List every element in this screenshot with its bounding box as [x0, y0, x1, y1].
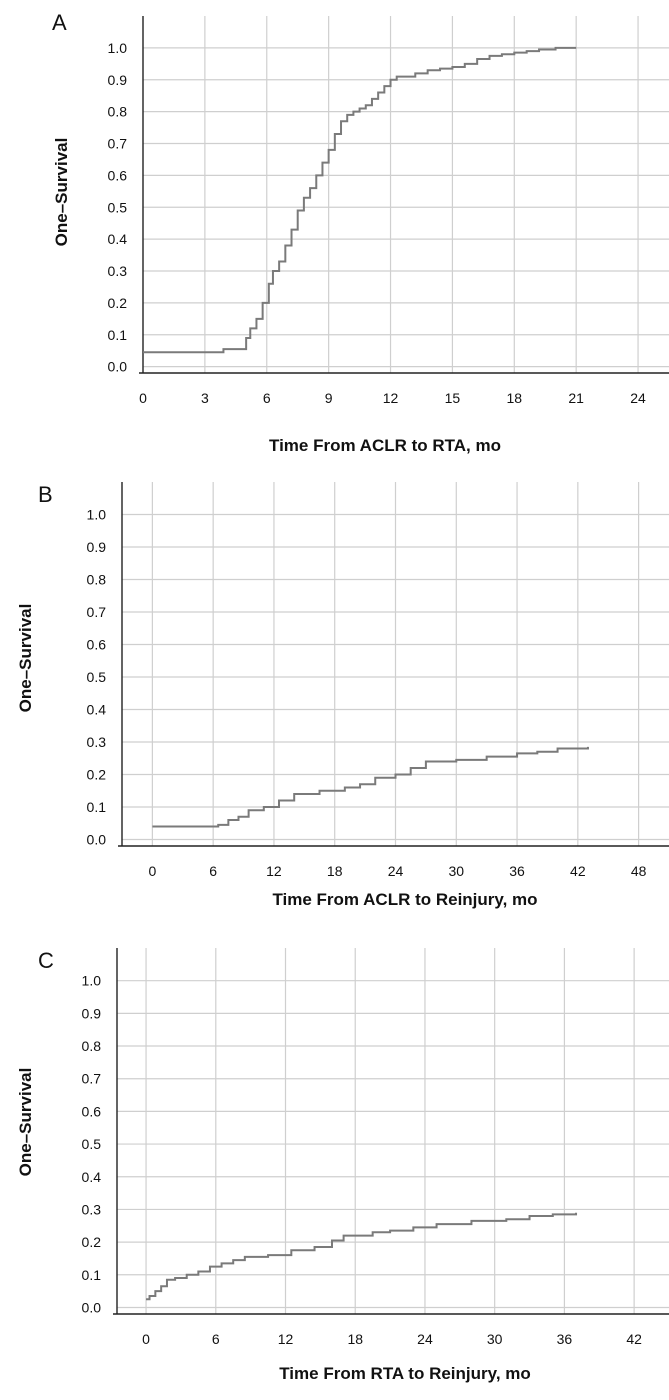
x-tick-label: 30 — [487, 1331, 503, 1347]
y-tick-label: 0.7 — [108, 136, 128, 152]
y-tick-label: 0.8 — [87, 572, 107, 588]
y-tick-label: 1.0 — [82, 973, 102, 989]
y-tick-label: 0.1 — [87, 799, 107, 815]
y-tick-label: 0.6 — [87, 637, 107, 653]
x-tick-label: 3 — [201, 390, 209, 406]
y-tick-label: 1.0 — [87, 507, 107, 523]
x-tick-label: 24 — [630, 390, 646, 406]
y-tick-label: 0.7 — [87, 604, 107, 620]
x-tick-label: 24 — [417, 1331, 433, 1347]
x-tick-label: 42 — [626, 1331, 642, 1347]
panel-c: C One–Survival 0 6 12 18 24 30 36 42 0.0 0.1 0.2 0.… — [0, 940, 669, 1400]
x-tick-label: 0 — [142, 1331, 150, 1347]
survival-curve — [152, 746, 589, 828]
x-tick-label: 24 — [388, 863, 404, 879]
panel-letter: C — [38, 948, 54, 973]
y-tick-label: 0.8 — [108, 104, 128, 120]
x-tick-label: 12 — [278, 1331, 294, 1347]
x-axis-label: Time From ACLR to RTA, mo — [268, 436, 502, 455]
y-tick-label: 0.9 — [82, 1005, 102, 1021]
x-tick-label: 18 — [507, 390, 523, 406]
x-tick-label: 15 — [445, 390, 461, 406]
chart-a: 0 3 6 9 12 15 18 21 24 0.0 0.1 0.2 0.3 0.4 0.5 0.6 0.7 0.… — [108, 16, 669, 406]
survival-curve — [146, 1212, 578, 1301]
y-tick-label: 1.0 — [108, 40, 128, 56]
y-tick-label: 0.0 — [87, 832, 107, 848]
x-tick-label: 48 — [631, 863, 647, 879]
y-tick-label: 0.2 — [87, 767, 107, 783]
x-tick-label: 18 — [347, 1331, 363, 1347]
x-tick-label: 12 — [383, 390, 399, 406]
x-axis-label: Time From RTA to Reinjury, mo — [279, 1364, 531, 1383]
y-tick-label: 0.3 — [108, 263, 128, 279]
x-tick-label: 18 — [327, 863, 343, 879]
chart-c: 0 6 12 18 24 30 36 42 0.0 0.1 0.2 0.3 0.4 0.5 0.6 0.7 0.… — [82, 948, 669, 1347]
x-tick-label: 6 — [209, 863, 217, 879]
y-tick-label: 0.9 — [87, 539, 107, 555]
panel-a: A One–Survival 0 3 6 9 12 15 18 21 24 0.0 0.1 0.2 0.… — [0, 0, 669, 465]
y-tick-label: 0.8 — [82, 1038, 102, 1054]
survival-curve — [143, 46, 577, 354]
y-tick-label: 0.3 — [87, 734, 107, 750]
y-tick-label: 0.7 — [82, 1071, 102, 1087]
x-tick-label: 0 — [139, 390, 147, 406]
y-tick-label: 0.1 — [82, 1267, 102, 1283]
x-tick-label: 36 — [509, 863, 525, 879]
y-tick-label: 0.0 — [82, 1299, 102, 1315]
y-tick-label: 0.4 — [82, 1169, 102, 1185]
y-tick-label: 0.9 — [108, 72, 128, 88]
x-tick-label: 6 — [263, 390, 271, 406]
x-tick-label: 21 — [568, 390, 584, 406]
panel-letter: B — [38, 482, 53, 507]
y-tick-label: 0.6 — [82, 1103, 102, 1119]
y-tick-label: 0.4 — [87, 702, 107, 718]
x-tick-label: 0 — [148, 863, 156, 879]
panel-letter: A — [52, 10, 67, 35]
y-tick-label: 0.4 — [108, 231, 128, 247]
y-tick-label: 0.2 — [82, 1234, 102, 1250]
x-tick-label: 6 — [212, 1331, 220, 1347]
y-tick-label: 0.5 — [82, 1136, 102, 1152]
y-tick-label: 0.0 — [108, 359, 128, 375]
x-axis-label: Time From ACLR to Reinjury, mo — [272, 890, 538, 909]
x-tick-label: 12 — [266, 863, 282, 879]
panel-b: B One–Survival 0 6 12 18 24 30 36 42 48 0.0 0.1 0.2… — [0, 470, 669, 930]
x-tick-label: 9 — [325, 390, 333, 406]
y-tick-label: 0.3 — [82, 1201, 102, 1217]
y-tick-label: 0.1 — [108, 327, 128, 343]
y-tick-label: 0.5 — [108, 199, 128, 215]
y-tick-label: 0.5 — [87, 669, 107, 685]
x-tick-label: 36 — [557, 1331, 573, 1347]
x-tick-label: 42 — [570, 863, 586, 879]
y-tick-label: 0.6 — [108, 167, 128, 183]
y-tick-label: 0.2 — [108, 295, 128, 311]
chart-b: 0 6 12 18 24 30 36 42 48 0.0 0.1 0.2 0.3 0.4 0.5 0.6 0.7… — [87, 482, 669, 879]
x-tick-label: 30 — [448, 863, 464, 879]
